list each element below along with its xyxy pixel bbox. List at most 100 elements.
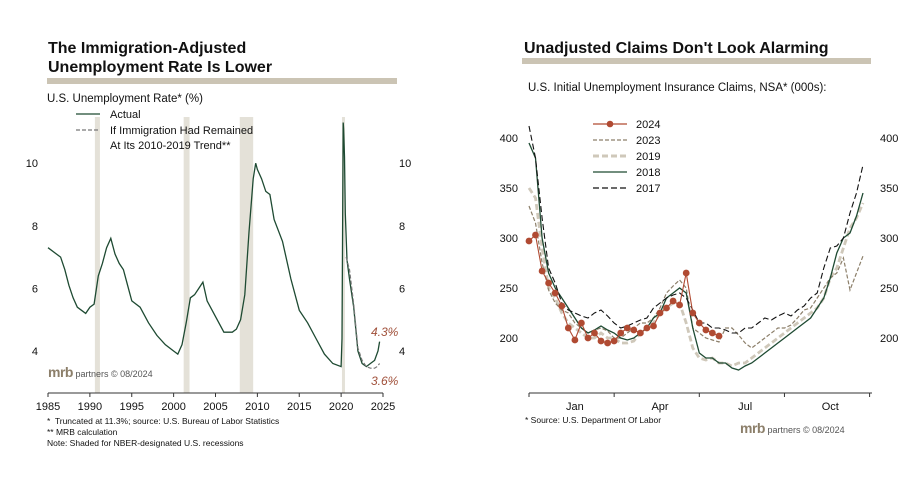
series-2024-point xyxy=(709,329,716,337)
y-tick-left-label-200: 200 xyxy=(500,333,518,345)
series-2024-point xyxy=(564,324,572,332)
series-2024-point xyxy=(545,279,552,287)
x-tick-label-Oct: Oct xyxy=(822,401,839,413)
series-2024-point xyxy=(558,302,566,310)
series-2024-point xyxy=(591,329,598,337)
series-2024-point xyxy=(695,319,703,327)
x-tick-label-Jul: Jul xyxy=(738,401,752,413)
series-2024-point xyxy=(538,267,546,275)
series-2024-point xyxy=(617,329,625,337)
right-chart-title: Unadjusted Claims Don't Look Alarming xyxy=(524,40,829,57)
y-tick-left-label-250: 250 xyxy=(500,283,518,295)
series-actual-line xyxy=(47,122,381,368)
recession-band-0 xyxy=(94,117,100,393)
x-tick-label-1995: 1995 xyxy=(120,401,144,413)
series-2019-line xyxy=(527,187,865,368)
series-2024-point xyxy=(637,329,644,337)
left-title-rule xyxy=(47,78,397,84)
left-chart-title-line1: The Immigration-Adjusted xyxy=(48,40,247,57)
right-brand-logo: mrb partners © 08/2024 xyxy=(740,420,845,436)
y-tick-right-label-350: 350 xyxy=(880,183,898,195)
legend-2023-label: 2023 xyxy=(636,135,660,147)
x-tick-label-2005: 2005 xyxy=(203,401,227,413)
series-2024-point xyxy=(584,334,592,342)
annotation-3-6-pct: 3.6% xyxy=(371,374,399,388)
series-2024-point xyxy=(623,324,631,332)
series-2024-point xyxy=(643,324,651,332)
footnote-1: * Truncated at 11.3%; source: U.S. Burea… xyxy=(47,416,280,426)
series-2024-point xyxy=(669,297,677,305)
y-tick-left-label-400: 400 xyxy=(500,133,518,145)
series-2018-line xyxy=(528,142,864,371)
x-tick-label-1985: 1985 xyxy=(36,401,60,413)
left-brand-logo: mrb partners © 08/2024 xyxy=(48,364,153,380)
footnote-3: Note: Shaded for NBER-designated U.S. re… xyxy=(47,438,244,448)
legend-2024-label: 2024 xyxy=(636,119,660,131)
series-2024-point xyxy=(650,322,657,330)
series-2024-point xyxy=(702,326,710,334)
y-tick-right-label-6: 6 xyxy=(399,283,405,295)
legend-2017-label: 2017 xyxy=(636,183,660,195)
legend-actual-label: Actual xyxy=(110,109,141,121)
legend-trend-label-1: If Immigration Had Remained xyxy=(110,125,253,137)
y-tick-right-label-200: 200 xyxy=(880,333,898,345)
left-lines-group xyxy=(47,122,381,369)
y-tick-right-label-8: 8 xyxy=(399,221,405,233)
y-tick-right-label-4: 4 xyxy=(399,346,405,358)
series-2024-point xyxy=(551,289,559,297)
series-2017-line xyxy=(528,125,864,334)
y-tick-right-label-400: 400 xyxy=(880,133,898,145)
series-2024-point xyxy=(676,301,683,309)
right-chart-subtitle: U.S. Initial Unemployment Insurance Clai… xyxy=(528,82,827,94)
footnote-2: ** MRB calculation xyxy=(47,427,118,437)
y-tick-left-label-10: 10 xyxy=(26,158,38,170)
series-2024-point xyxy=(715,332,723,340)
legend-2018-label: 2018 xyxy=(636,167,660,179)
y-tick-right-label-300: 300 xyxy=(880,233,898,245)
y-tick-left-label-300: 300 xyxy=(500,233,518,245)
series-2024-point xyxy=(682,269,690,277)
series-2024-point xyxy=(610,337,618,345)
series-2024-point xyxy=(689,309,697,317)
legend-2024-marker xyxy=(606,120,614,128)
series-2024-point xyxy=(525,237,533,245)
annotation-4-3-pct: 4.3% xyxy=(371,325,399,339)
recession-band-3 xyxy=(341,117,345,393)
y-tick-right-label-10: 10 xyxy=(399,158,411,170)
series-2024-point xyxy=(578,319,585,327)
x-tick-label-2020: 2020 xyxy=(329,401,353,413)
y-tick-left-label-4: 4 xyxy=(32,346,38,358)
y-tick-left-label-6: 6 xyxy=(32,283,38,295)
x-tick-label-1990: 1990 xyxy=(78,401,102,413)
x-tick-label-2000: 2000 xyxy=(161,401,185,413)
y-tick-left-label-350: 350 xyxy=(500,183,518,195)
y-tick-left-label-8: 8 xyxy=(32,221,38,233)
series-2024-point xyxy=(630,326,638,334)
legend-2019-label: 2019 xyxy=(636,151,660,163)
x-tick-label-Jan: Jan xyxy=(566,401,584,413)
recession-shading-group xyxy=(94,117,345,393)
series-2024-point xyxy=(571,336,579,344)
series-2024-point xyxy=(656,309,664,317)
recession-band-2 xyxy=(239,117,254,393)
x-tick-label-2010: 2010 xyxy=(245,401,269,413)
x-tick-label-2025: 2025 xyxy=(371,401,395,413)
right-source-note: * Source: U.S. Department Of Labor xyxy=(525,415,662,425)
legend-trend-label-2: At Its 2010-2019 Trend** xyxy=(110,140,231,152)
x-tick-label-2015: 2015 xyxy=(287,401,311,413)
left-axis-group: 1985 1990 1995 2000 2005 2010 2015 2020 2025 4 4 6 6… xyxy=(26,158,412,413)
y-tick-right-label-250: 250 xyxy=(880,283,898,295)
recession-band-1 xyxy=(183,117,190,393)
right-lines-group xyxy=(525,125,865,371)
series-2024-point xyxy=(663,304,670,312)
series-2023-line xyxy=(528,205,864,349)
series-trend-line xyxy=(345,256,381,369)
left-chart-title-line2: Unemployment Rate Is Lower xyxy=(48,59,273,76)
series-2024-point xyxy=(597,337,605,345)
x-tick-label-Apr: Apr xyxy=(651,401,668,413)
left-chart-subtitle: U.S. Unemployment Rate* (%) xyxy=(47,93,203,105)
right-axis-group: Jan Apr Jul Oct 200 200 250 250 300 300 350 350 400 4… xyxy=(500,133,899,413)
series-2024-point xyxy=(604,339,611,347)
right-title-rule xyxy=(522,58,871,64)
